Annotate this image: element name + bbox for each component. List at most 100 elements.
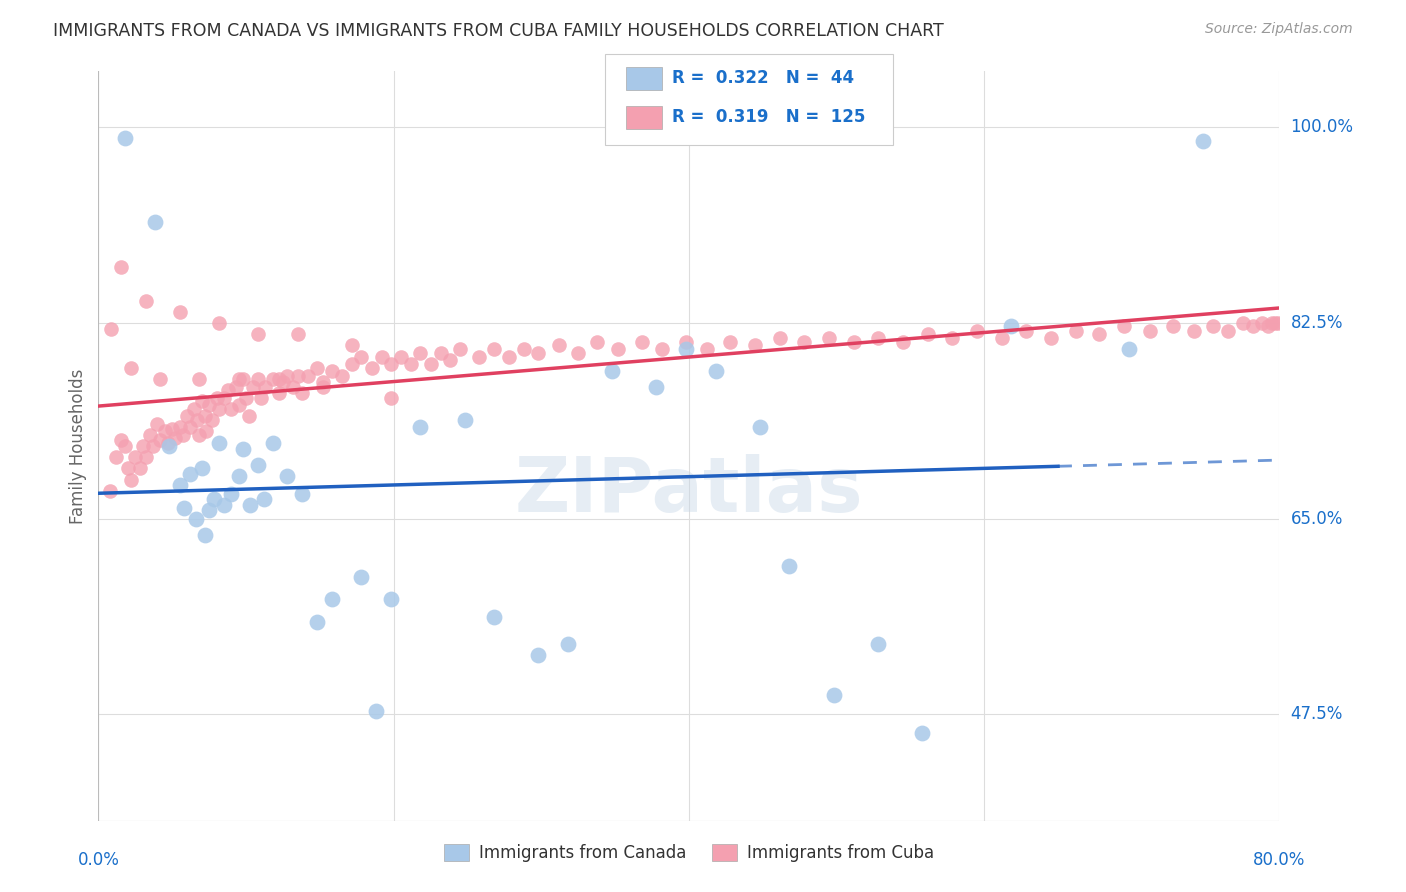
Text: 100.0%: 100.0% xyxy=(1291,119,1354,136)
Point xyxy=(482,610,505,624)
Point xyxy=(205,391,228,405)
Point xyxy=(941,330,963,344)
Point xyxy=(153,425,176,439)
Point xyxy=(228,469,250,483)
Point xyxy=(866,637,889,651)
Point xyxy=(342,338,364,352)
Point xyxy=(149,372,172,386)
Point xyxy=(239,498,262,512)
Point xyxy=(321,592,343,607)
Text: ZIPatlas: ZIPatlas xyxy=(515,454,863,528)
Point xyxy=(380,592,402,607)
Point xyxy=(110,434,132,448)
Point xyxy=(1241,319,1264,334)
Point xyxy=(748,420,770,434)
Point xyxy=(891,334,914,349)
Point xyxy=(267,386,290,401)
Point xyxy=(186,413,208,427)
Point xyxy=(744,338,766,352)
Point xyxy=(291,386,314,401)
Point xyxy=(704,364,727,378)
Point xyxy=(262,435,284,450)
Point xyxy=(149,434,172,448)
Point xyxy=(419,357,441,371)
Point xyxy=(1216,324,1239,338)
Point xyxy=(305,615,328,629)
Text: 82.5%: 82.5% xyxy=(1291,314,1343,332)
Point xyxy=(250,391,273,405)
Point xyxy=(208,435,231,450)
Point xyxy=(276,368,298,383)
Point xyxy=(232,442,254,457)
Point xyxy=(548,338,571,352)
Point xyxy=(389,350,412,364)
Text: 0.0%: 0.0% xyxy=(77,851,120,869)
Point xyxy=(917,327,939,342)
Point xyxy=(439,352,461,367)
Point xyxy=(191,461,214,475)
Point xyxy=(468,350,491,364)
Point xyxy=(1267,316,1289,330)
Point xyxy=(246,458,269,472)
Point xyxy=(1202,319,1225,334)
Text: R =  0.322   N =  44: R = 0.322 N = 44 xyxy=(672,69,855,87)
Point xyxy=(128,461,150,475)
Point xyxy=(409,420,432,434)
Point xyxy=(117,461,139,475)
Text: IMMIGRANTS FROM CANADA VS IMMIGRANTS FROM CUBA FAMILY HOUSEHOLDS CORRELATION CHA: IMMIGRANTS FROM CANADA VS IMMIGRANTS FRO… xyxy=(53,22,945,40)
Point xyxy=(169,305,191,319)
Point xyxy=(187,372,209,386)
Point xyxy=(225,380,247,394)
Point xyxy=(557,637,579,651)
Point xyxy=(1191,134,1213,148)
Text: 65.0%: 65.0% xyxy=(1291,509,1343,528)
Point xyxy=(769,330,792,344)
Point xyxy=(527,648,550,662)
Point xyxy=(283,380,305,394)
Point xyxy=(98,483,121,498)
Point xyxy=(1000,319,1022,334)
Point xyxy=(651,342,673,356)
Point xyxy=(287,327,309,342)
Point xyxy=(246,327,269,342)
Point xyxy=(350,570,373,584)
Y-axis label: Family Households: Family Households xyxy=(69,368,87,524)
Point xyxy=(179,467,201,481)
Point xyxy=(1264,316,1286,330)
Point xyxy=(401,357,423,371)
Point xyxy=(114,439,136,453)
Point xyxy=(567,346,589,360)
Point xyxy=(818,330,841,344)
Text: 80.0%: 80.0% xyxy=(1253,851,1306,869)
Point xyxy=(195,425,218,439)
Legend: Immigrants from Canada, Immigrants from Cuba: Immigrants from Canada, Immigrants from … xyxy=(437,837,941,869)
Point xyxy=(823,689,845,703)
Point xyxy=(142,439,165,453)
Point xyxy=(305,360,328,375)
Point xyxy=(110,260,132,274)
Point xyxy=(675,342,697,356)
Point xyxy=(793,334,815,349)
Point xyxy=(844,334,866,349)
Point xyxy=(966,324,988,338)
Point xyxy=(228,398,250,412)
Point xyxy=(135,450,157,465)
Point xyxy=(124,450,146,465)
Point xyxy=(527,346,550,360)
Point xyxy=(600,364,623,378)
Point xyxy=(169,478,191,492)
Point xyxy=(246,372,269,386)
Point xyxy=(135,293,157,308)
Point xyxy=(242,380,264,394)
Point xyxy=(162,422,183,436)
Point xyxy=(453,413,475,427)
Point xyxy=(360,360,382,375)
Point xyxy=(1039,330,1062,344)
Point xyxy=(297,368,319,383)
Point xyxy=(1014,324,1036,338)
Point xyxy=(100,321,122,335)
Point xyxy=(169,420,191,434)
Point xyxy=(342,357,364,371)
Point xyxy=(287,368,309,383)
Point xyxy=(212,391,235,405)
